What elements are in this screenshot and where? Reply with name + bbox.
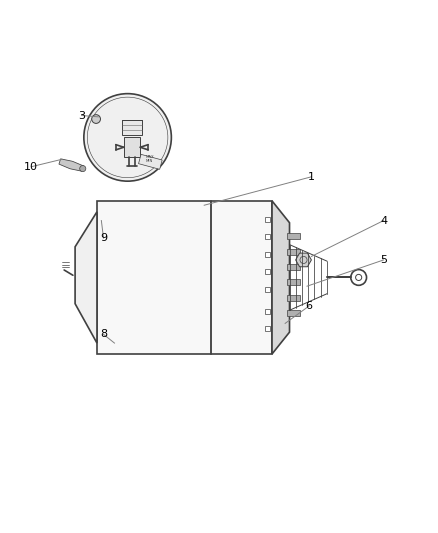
Polygon shape <box>75 212 97 343</box>
Bar <box>287 248 299 255</box>
Bar <box>97 201 272 354</box>
Bar <box>265 234 270 239</box>
Bar <box>265 309 270 314</box>
Text: 6: 6 <box>305 301 312 311</box>
Bar <box>265 326 270 332</box>
Text: MAX
MIN: MAX MIN <box>145 155 153 163</box>
Bar <box>265 269 270 274</box>
Text: 3: 3 <box>78 110 85 120</box>
Bar <box>138 155 162 169</box>
Text: 4: 4 <box>379 215 386 225</box>
Bar <box>287 264 299 270</box>
Bar <box>122 120 141 135</box>
Polygon shape <box>59 159 83 171</box>
Text: 1: 1 <box>307 172 314 182</box>
Bar <box>124 138 140 157</box>
Text: 5: 5 <box>379 255 386 265</box>
Text: 10: 10 <box>24 161 38 172</box>
Bar <box>287 310 299 316</box>
Text: 8: 8 <box>100 329 107 340</box>
Polygon shape <box>272 201 289 354</box>
Circle shape <box>80 166 86 172</box>
Bar <box>287 295 299 301</box>
Circle shape <box>84 94 171 181</box>
Polygon shape <box>295 253 311 266</box>
Bar <box>265 216 270 222</box>
Bar <box>287 233 299 239</box>
Circle shape <box>92 115 100 124</box>
Bar <box>265 287 270 292</box>
Bar <box>287 279 299 285</box>
Bar <box>265 252 270 257</box>
Text: 9: 9 <box>100 233 107 243</box>
